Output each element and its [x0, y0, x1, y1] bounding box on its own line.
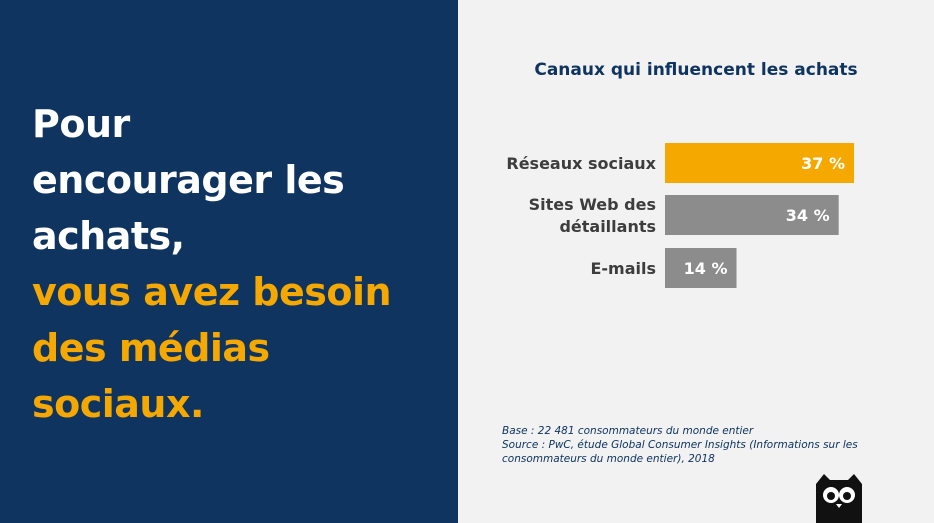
bar-chart: 37 % Réseaux sociaux 34 % Sites Web des déta… — [506, 143, 854, 288]
headline-line: achats, — [32, 214, 185, 258]
bar-value-label: 14 % — [684, 259, 728, 278]
bar — [665, 195, 839, 235]
bar — [665, 143, 854, 183]
bar-value-label: 37 % — [801, 154, 845, 173]
chart-panel: Canaux qui influencent les achats 37 % Ré… — [458, 0, 934, 523]
headline-accent-line: des médias — [32, 326, 270, 370]
chart-footnote: Base : 22 481 consommateurs du monde ent… — [502, 424, 882, 466]
headline-accent-line: sociaux. — [32, 382, 204, 426]
category-label: Sites Web des — [529, 195, 656, 214]
bar-value-label: 34 % — [786, 206, 830, 225]
headline-accent-line: vous avez besoin — [32, 270, 392, 314]
footnote-source-line: consommateurs du monde entier), 2018 — [502, 453, 715, 465]
footnote-source-line: Source : PwC, étude Global Consumer Insi… — [502, 439, 858, 451]
headline-line: encourager les — [32, 158, 345, 202]
category-label: E-mails — [590, 259, 656, 278]
owl-logo-icon — [816, 474, 862, 523]
category-label: Réseaux sociaux — [506, 154, 656, 173]
footnote-base: Base : 22 481 consommateurs du monde ent… — [502, 425, 754, 437]
category-label: détaillants — [559, 217, 656, 236]
left-panel: Pour encourager les achats, vous avez be… — [0, 0, 458, 523]
headline: Pour encourager les achats, vous avez be… — [32, 96, 442, 432]
headline-line: Pour — [32, 102, 130, 146]
chart-title: Canaux qui influencent les achats — [534, 60, 858, 80]
bar — [665, 248, 737, 288]
